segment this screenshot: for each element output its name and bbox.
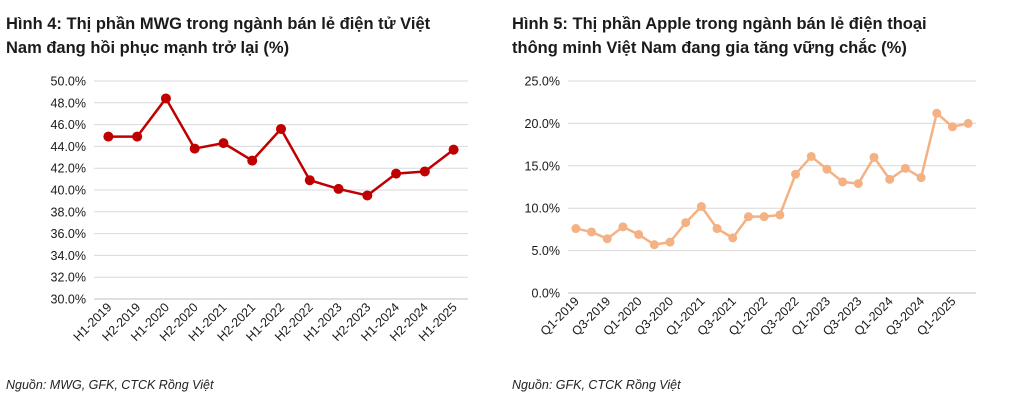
chart-source: Nguồn: MWG, GFK, CTCK Rồng Việt	[6, 378, 214, 392]
data-point	[634, 229, 644, 239]
data-point	[665, 237, 675, 247]
chart-title: Hình 5: Thị phần Apple trong ngành bán l…	[512, 12, 1002, 60]
data-point	[916, 173, 926, 183]
series-line	[575, 111, 969, 246]
data-point	[822, 164, 832, 174]
data-point	[869, 152, 879, 162]
data-point	[276, 123, 286, 134]
y-tick-label: 0.0%	[532, 287, 561, 301]
data-point	[189, 143, 200, 154]
data-point	[649, 240, 659, 250]
y-tick-label: 30.0%	[51, 293, 86, 307]
y-tick-label: 34.0%	[51, 249, 86, 263]
data-point	[681, 218, 691, 228]
data-point	[775, 210, 785, 220]
chart-title-line-1: Hình 5: Thị phần Apple trong ngành bán l…	[512, 15, 927, 33]
chart-panel-mwg: Hình 4: Thị phần MWG trong ngành bán lẻ …	[0, 0, 500, 401]
y-tick-label: 25.0%	[525, 75, 560, 89]
y-tick-label: 46.0%	[51, 118, 86, 132]
y-tick-label: 32.0%	[51, 271, 86, 285]
data-point	[103, 131, 114, 142]
data-point	[696, 202, 706, 212]
data-point	[333, 183, 344, 194]
chart-title: Hình 4: Thị phần MWG trong ngành bán lẻ …	[6, 12, 496, 60]
data-point	[160, 93, 171, 104]
y-tick-label: 38.0%	[51, 205, 86, 219]
data-point	[885, 174, 895, 184]
chart-source: Nguồn: GFK, CTCK Rồng Việt	[512, 378, 681, 392]
y-tick-label: 10.0%	[525, 202, 560, 216]
data-point	[806, 151, 816, 161]
data-point	[759, 212, 769, 222]
y-tick-label: 15.0%	[525, 159, 560, 173]
data-point	[743, 212, 753, 222]
data-point	[571, 224, 581, 234]
data-point	[448, 144, 459, 155]
series-line	[108, 97, 455, 197]
data-point	[247, 155, 258, 166]
data-point	[587, 227, 597, 237]
data-point	[712, 224, 722, 234]
data-point	[728, 233, 738, 243]
data-point	[947, 122, 957, 132]
data-point	[932, 108, 942, 118]
data-point	[362, 190, 373, 201]
y-tick-label: 40.0%	[51, 184, 86, 198]
chart-title-line-2: thông minh Việt Nam đang gia tăng vững c…	[512, 39, 907, 57]
data-point	[791, 169, 801, 179]
y-tick-label: 20.0%	[525, 117, 560, 131]
chart-panel-apple: Hình 5: Thị phần Apple trong ngành bán l…	[506, 0, 1024, 401]
data-point	[602, 234, 612, 244]
y-tick-label: 42.0%	[51, 162, 86, 176]
data-point	[218, 138, 229, 149]
data-point	[963, 118, 973, 128]
y-tick-label: 44.0%	[51, 140, 86, 154]
data-point	[419, 166, 430, 177]
data-point	[132, 131, 143, 142]
mwg-line-chart: 30.0% 32.0% 34.0% 36.0% 38.0% 40.0% 42.0% 44.0%…	[51, 75, 468, 344]
data-point	[391, 168, 402, 179]
chart-title-line-1: Hình 4: Thị phần MWG trong ngành bán lẻ …	[6, 15, 431, 33]
chart-title-line-2: Nam đang hồi phục mạnh trở lại (%)	[6, 39, 290, 57]
apple-line-chart: 0.0%5.0%10.0%15.0%20.0%25.0%Q1-2019Q3-20…	[525, 75, 976, 339]
data-point	[618, 222, 628, 232]
data-point	[838, 177, 848, 187]
y-tick-label: 5.0%	[532, 244, 561, 258]
data-point	[853, 179, 863, 189]
y-tick-label: 48.0%	[51, 96, 86, 110]
y-tick-label: 50.0%	[51, 75, 86, 89]
data-point	[900, 163, 910, 173]
data-point	[304, 175, 315, 186]
y-tick-label: 36.0%	[51, 227, 86, 241]
